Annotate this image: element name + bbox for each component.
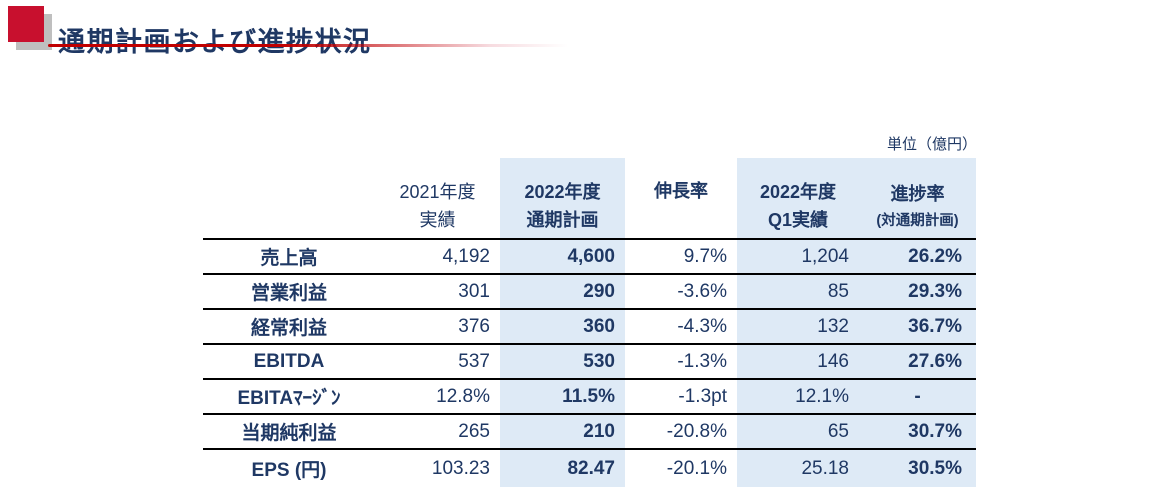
unit-note: 単位（億円） xyxy=(886,136,977,153)
row-label: 営業利益 xyxy=(203,273,375,309)
header-growth-rate: 伸長率 xyxy=(625,158,737,239)
header-line: 伸長率 xyxy=(654,181,708,201)
fy2022-plan-cell: 82.47 xyxy=(500,448,625,487)
q1-actual-cell: 85 xyxy=(737,273,859,309)
progress-rate-cell: 26.2% xyxy=(859,238,976,274)
fy2021-actual-cell: 12.8% xyxy=(375,378,500,414)
fy2022-plan-cell: 290 xyxy=(500,273,625,309)
fy2022-plan-cell: 210 xyxy=(500,413,625,449)
growth-rate-cell: -20.8% xyxy=(625,413,737,449)
header-subline: (対通期計画) xyxy=(876,213,959,229)
progress-rate-cell: - xyxy=(859,378,976,414)
growth-rate-cell: 9.7% xyxy=(625,238,737,274)
row-label: 売上高 xyxy=(203,238,375,274)
header-line: 2022年度 xyxy=(524,182,601,202)
growth-rate-cell: -20.1% xyxy=(625,448,737,487)
q1-actual-cell: 1,204 xyxy=(737,238,859,274)
fy2021-actual-cell: 301 xyxy=(375,273,500,309)
row-label: EPS (円) xyxy=(203,448,375,487)
fy2022-plan-cell: 360 xyxy=(500,308,625,344)
progress-rate-cell: 29.3% xyxy=(859,273,976,309)
header-line: 実績 xyxy=(419,210,456,230)
header-line: Q1実績 xyxy=(767,210,828,230)
row-label: 経常利益 xyxy=(203,308,375,344)
header-line: 進捗率 xyxy=(890,184,945,204)
growth-rate-cell: -3.6% xyxy=(625,273,737,309)
table-row-operating-profit: 営業利益 301 290 -3.6% 85 29.3% xyxy=(203,273,976,309)
financial-results-table: 2021年度 実績 2022年度 通期計画 伸長率 2022年度 Q1実績 進捗… xyxy=(203,158,976,487)
header-fy2021-actual: 2021年度 実績 xyxy=(375,158,500,239)
row-label: EBITDA xyxy=(203,343,375,379)
row-label: EBITAﾏｰｼﾞﾝ xyxy=(203,378,375,414)
title-underline xyxy=(48,44,568,47)
table-row-net-income: 当期純利益 265 210 -20.8% 65 30.7% xyxy=(203,413,976,449)
fy2022-plan-cell: 530 xyxy=(500,343,625,379)
growth-rate-cell: -1.3% xyxy=(625,343,737,379)
progress-rate-cell: 30.7% xyxy=(859,413,976,449)
q1-actual-cell: 12.1% xyxy=(737,378,859,414)
fy2021-actual-cell: 537 xyxy=(375,343,500,379)
table-row-sales: 売上高 4,192 4,600 9.7% 1,204 26.2% xyxy=(203,238,976,274)
table-row-ebita-margin: EBITAﾏｰｼﾞﾝ 12.8% 11.5% -1.3pt 12.1% - xyxy=(203,378,976,414)
fy2021-actual-cell: 4,192 xyxy=(375,238,500,274)
header-progress-rate: 進捗率 (対通期計画) xyxy=(859,158,976,239)
progress-rate-cell: 27.6% xyxy=(859,343,976,379)
header-fy2022-plan: 2022年度 通期計画 xyxy=(500,158,625,239)
title-square-icon xyxy=(8,6,44,42)
header-corner-blank xyxy=(203,158,375,239)
table-row-eps: EPS (円) 103.23 82.47 -20.1% 25.18 30.5% xyxy=(203,448,976,487)
q1-actual-cell: 146 xyxy=(737,343,859,379)
q1-actual-cell: 25.18 xyxy=(737,448,859,487)
q1-actual-cell: 132 xyxy=(737,308,859,344)
progress-rate-cell: 36.7% xyxy=(859,308,976,344)
header-line: 2022年度 xyxy=(759,182,837,202)
fy2021-actual-cell: 103.23 xyxy=(375,448,500,487)
page-title: 通期計画および進捗状況 xyxy=(58,27,372,58)
table-row-ebitda: EBITDA 537 530 -1.3% 146 27.6% xyxy=(203,343,976,379)
header-row: 2021年度 実績 2022年度 通期計画 伸長率 2022年度 Q1実績 進捗… xyxy=(203,158,976,239)
row-label: 当期純利益 xyxy=(203,413,375,449)
table-row-ordinary-profit: 経常利益 376 360 -4.3% 132 36.7% xyxy=(203,308,976,344)
fy2021-actual-cell: 265 xyxy=(375,413,500,449)
header-line: 通期計画 xyxy=(526,210,599,230)
growth-rate-cell: -4.3% xyxy=(625,308,737,344)
fy2022-plan-cell: 4,600 xyxy=(500,238,625,274)
header-q1-actual: 2022年度 Q1実績 xyxy=(737,158,859,239)
growth-rate-cell: -1.3pt xyxy=(625,378,737,414)
fy2021-actual-cell: 376 xyxy=(375,308,500,344)
q1-actual-cell: 65 xyxy=(737,413,859,449)
header-line: 2021年度 xyxy=(399,182,476,202)
fy2022-plan-cell: 11.5% xyxy=(500,378,625,414)
progress-rate-cell: 30.5% xyxy=(859,448,976,487)
